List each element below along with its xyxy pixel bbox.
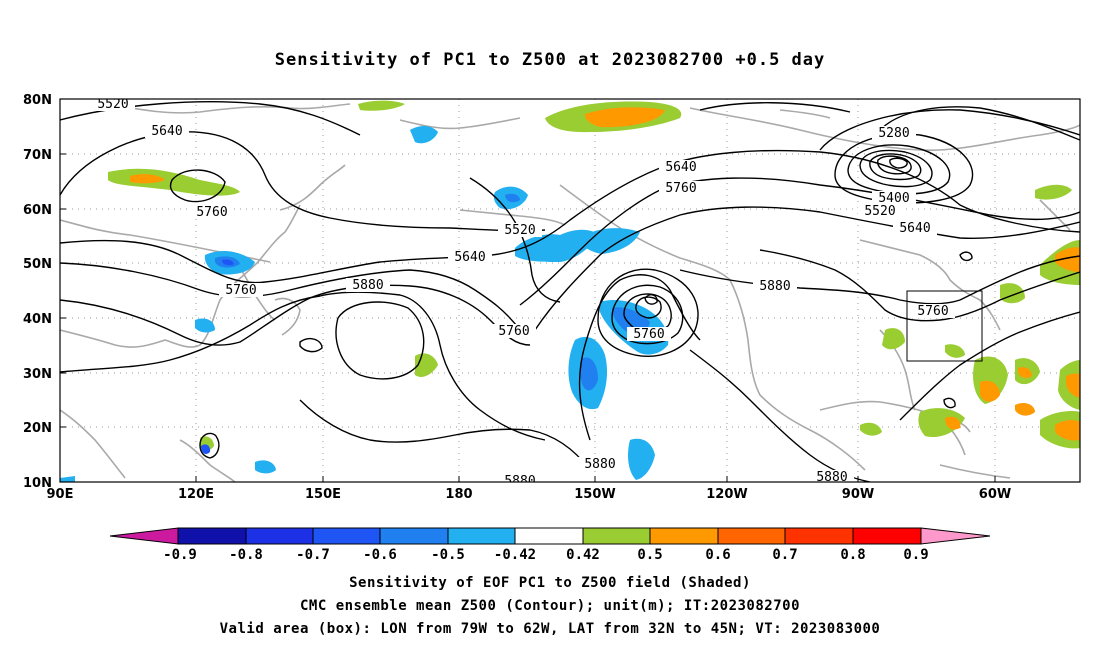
lon-label: 120W	[706, 487, 747, 502]
colorbar-arrow-right	[920, 527, 991, 545]
colorbar-label: 0.7	[772, 547, 797, 563]
colorbar-label: -0.7	[296, 547, 330, 563]
lat-label: 70N	[23, 148, 52, 163]
contour-label: 5520	[504, 223, 535, 238]
colorbar-swatch	[447, 527, 516, 545]
contour-label: 5640	[151, 124, 182, 139]
sensitivity-shading	[60, 100, 1080, 482]
contour-label-group: 5520 5640 5760 5280 5640 5760 5400 5520 …	[91, 97, 955, 489]
lon-label: 150W	[574, 487, 615, 502]
colorbar-swatch	[649, 527, 719, 545]
colorbar-label: -0.9	[163, 547, 197, 563]
lat-label: 80N	[23, 93, 52, 108]
contour-label: 5880	[759, 279, 790, 294]
longitude-labels: 90E 120E 150E 180 150W 120W 90W 60W	[47, 487, 1012, 502]
colorbar-labels: -0.9 -0.8 -0.7 -0.6 -0.5 -0.42 0.42 0.5 …	[163, 547, 929, 563]
lat-label: 40N	[23, 312, 52, 327]
plot-title: Sensitivity of PC1 to Z500 at 2023082700…	[274, 50, 826, 70]
lon-label: 90E	[47, 487, 74, 502]
contour-label: 5640	[665, 160, 696, 175]
lon-label: 60W	[979, 487, 1011, 502]
colorbar-label: -0.6	[363, 547, 397, 563]
z500-contours	[60, 101, 1080, 482]
contour-label: 5760	[498, 324, 529, 339]
contour-label: 5640	[899, 221, 930, 236]
contour-label: 5880	[816, 470, 847, 485]
colorbar-label: -0.5	[431, 547, 465, 563]
contour-label: 5520	[97, 97, 128, 112]
colorbar-arrow-left	[109, 527, 179, 545]
contour-label: 5880	[584, 457, 615, 472]
colorbar-swatch	[717, 527, 786, 545]
colorbar-swatch	[312, 527, 381, 545]
contour-label: 5280	[878, 126, 909, 141]
lat-label: 20N	[23, 421, 52, 436]
valid-area-box	[906, 290, 983, 362]
lon-label: 120E	[178, 487, 214, 502]
lat-label: 50N	[23, 257, 52, 272]
colorbar-swatch	[852, 527, 922, 545]
colorbar-swatch	[245, 527, 314, 545]
footer-line-2: CMC ensemble mean Z500 (Contour); unit(m…	[299, 598, 800, 614]
lon-label: 90W	[842, 487, 874, 502]
latitude-labels: 80N 70N 60N 50N 40N 30N 20N 10N	[23, 93, 52, 491]
lat-label: 30N	[23, 367, 52, 382]
colorbar	[109, 527, 991, 545]
colorbar-label: 0.5	[637, 547, 662, 563]
colorbar-label: 0.42	[566, 547, 600, 563]
colorbar-label: 0.8	[840, 547, 865, 563]
map-border	[59, 98, 1081, 483]
contour-label: 5880	[352, 278, 383, 293]
contour-label: 5640	[454, 250, 485, 265]
colorbar-swatch	[582, 527, 651, 545]
footer-line-3: Valid area (box): LON from 79W to 62W, L…	[219, 621, 881, 637]
colorbar-swatch	[514, 527, 584, 545]
contour-label: 5880	[504, 474, 535, 489]
axis-ticks	[60, 98, 996, 482]
contour-label: 5760	[196, 205, 227, 220]
colorbar-swatch	[177, 527, 247, 545]
contour-label: 5400	[878, 191, 909, 206]
contour-label: 5760	[633, 327, 664, 342]
contour-label: 5760	[225, 283, 256, 298]
colorbar-swatch	[379, 527, 449, 545]
footer-line-1: Sensitivity of EOF PC1 to Z500 field (Sh…	[349, 575, 751, 591]
colorbar-label: 0.6	[705, 547, 730, 563]
lat-label: 10N	[23, 476, 52, 491]
lon-label: 150E	[305, 487, 341, 502]
contour-label: 5760	[917, 304, 948, 319]
lon-label: 180	[445, 487, 472, 502]
colorbar-label: 0.9	[903, 547, 928, 563]
colorbar-label: -0.42	[494, 547, 536, 563]
contour-label: 5520	[864, 204, 895, 219]
contour-label: 5760	[665, 181, 696, 196]
colorbar-swatch	[784, 527, 854, 545]
lat-label: 60N	[23, 203, 52, 218]
colorbar-label: -0.8	[229, 547, 263, 563]
